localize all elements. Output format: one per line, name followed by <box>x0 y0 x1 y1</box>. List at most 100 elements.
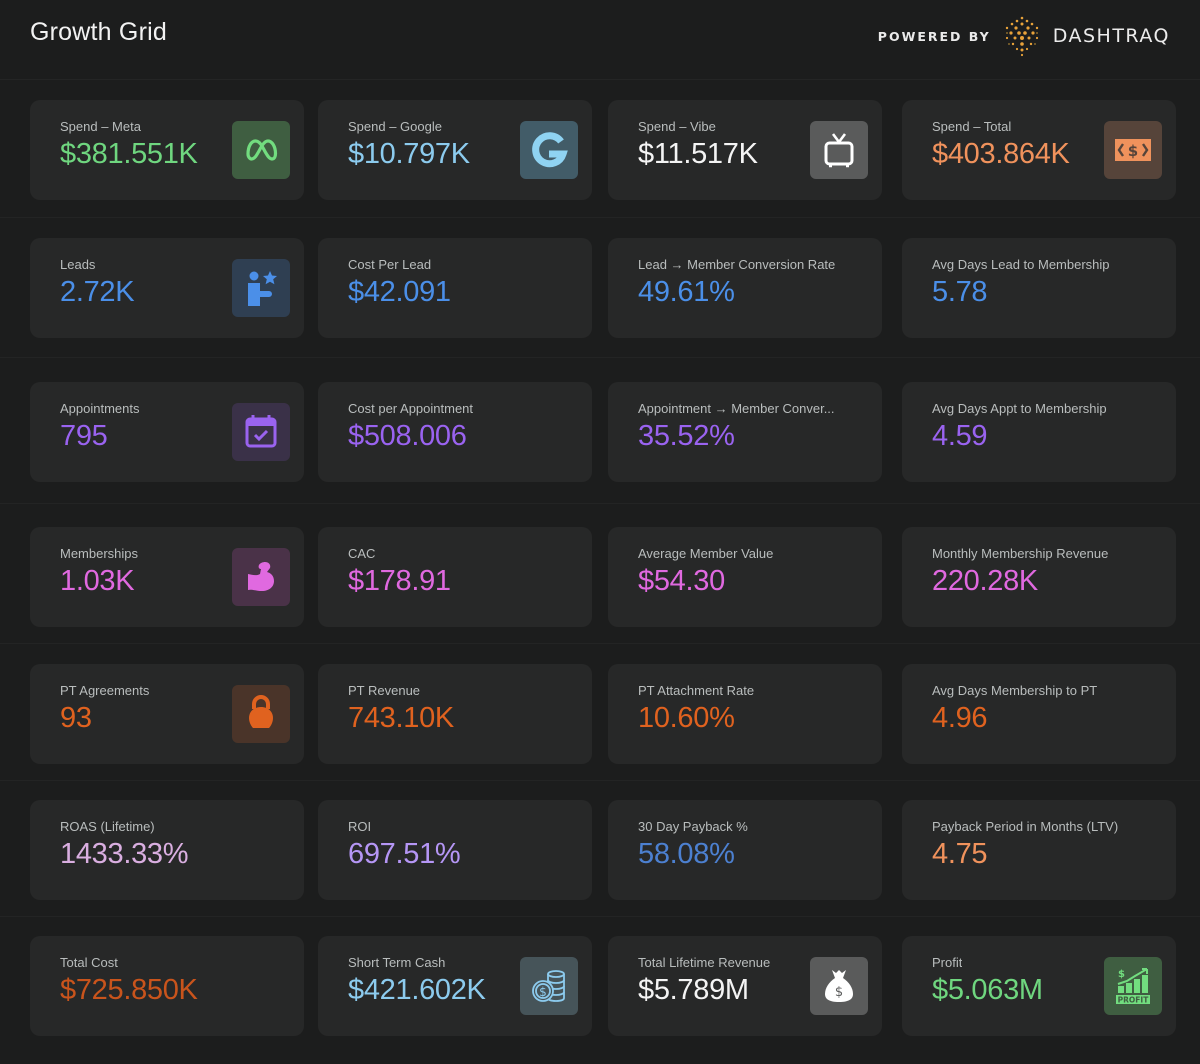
kpi-card[interactable]: Total Lifetime Revenue $5.789M $ <box>608 936 882 1036</box>
powered-by-banner: POWERED BY DASHTRAQ <box>878 14 1170 58</box>
kettlebell-icon <box>232 685 290 743</box>
kpi-label: Avg Days Appt to Membership <box>932 401 1107 416</box>
kpi-card[interactable]: Total Cost $725.850K <box>30 936 304 1036</box>
kpi-row <box>0 80 1200 218</box>
kpi-label: Average Member Value <box>638 546 774 561</box>
kpi-label: Spend – Google <box>348 119 442 134</box>
kpi-value: 4.59 <box>932 420 988 452</box>
page-title: Growth Grid <box>30 18 167 46</box>
kpi-value: 2.72K <box>60 276 135 308</box>
google-icon <box>520 121 578 179</box>
meta-icon <box>232 121 290 179</box>
kpi-value: 10.60% <box>638 702 735 734</box>
kpi-value: $54.30 <box>638 565 725 597</box>
svg-text:$: $ <box>835 985 843 1000</box>
kpi-card[interactable]: Cost Per Lead $42.091 <box>318 238 592 338</box>
kpi-label: Total Lifetime Revenue <box>638 955 771 970</box>
kpi-value: 49.61% <box>638 276 735 308</box>
kpi-label: ROAS (Lifetime) <box>60 819 155 834</box>
kpi-label: Short Term Cash <box>348 955 446 970</box>
kpi-card[interactable]: Leads 2.72K <box>30 238 304 338</box>
kpi-card[interactable]: ROI 697.51% <box>318 800 592 900</box>
kpi-label: PT Revenue <box>348 683 421 698</box>
kpi-value: 4.75 <box>932 838 988 870</box>
kpi-card[interactable]: Spend – Google $10.797K <box>318 100 592 200</box>
kpi-card[interactable]: Avg Days Appt to Membership 4.59 <box>902 382 1176 482</box>
kpi-label: Appointments <box>60 401 140 416</box>
kpi-card[interactable]: PT Revenue 743.10K <box>318 664 592 764</box>
dashtraq-brand-name: DASHTRAQ <box>1052 25 1170 47</box>
profit-chart-icon: $ PROFIT <box>1104 957 1162 1015</box>
kpi-card[interactable]: Appointment → Member Conver... 35.52% <box>608 382 882 482</box>
svg-text:$: $ <box>1118 969 1125 980</box>
kpi-label: Memberships <box>60 546 139 561</box>
kpi-card[interactable]: Monthly Membership Revenue 220.28K <box>902 527 1176 627</box>
flexed-bicep-icon <box>232 548 290 606</box>
tv-icon <box>810 121 868 179</box>
kpi-value: $725.850K <box>60 974 198 1006</box>
kpi-card[interactable]: Memberships 1.03K <box>30 527 304 627</box>
profit-icon-text: PROFIT <box>1118 996 1150 1005</box>
kpi-card[interactable]: Spend – Vibe $11.517K <box>608 100 882 200</box>
kpi-card[interactable]: Cost per Appointment $508.006 <box>318 382 592 482</box>
kpi-label: Payback Period in Months (LTV) <box>932 819 1119 834</box>
kpi-card[interactable]: Lead → Member Conversion Rate 49.61% <box>608 238 882 338</box>
kpi-value: 743.10K <box>348 702 454 734</box>
kpi-label: Avg Days Lead to Membership <box>932 257 1110 272</box>
money-bag-icon: $ <box>810 957 868 1015</box>
coin-stack-icon: $ <box>520 957 578 1015</box>
kpi-card[interactable]: Profit $5.063M $ PROFIT <box>902 936 1176 1036</box>
kpi-card[interactable]: Spend – Meta $381.551K <box>30 100 304 200</box>
kpi-row <box>0 781 1200 917</box>
kpi-value: $178.91 <box>348 565 451 597</box>
kpi-label: Avg Days Membership to PT <box>932 683 1098 698</box>
kpi-label: Lead → Member Conversion Rate <box>638 257 836 272</box>
calendar-check-icon <box>232 403 290 461</box>
kpi-label: Spend – Vibe <box>638 119 716 134</box>
kpi-card[interactable]: Average Member Value $54.30 <box>608 527 882 627</box>
svg-text:$: $ <box>539 985 547 999</box>
kpi-label: ROI <box>348 819 372 834</box>
kpi-value: 1433.33% <box>60 838 189 870</box>
kpi-value: $10.797K <box>348 138 470 170</box>
kpi-value: 35.52% <box>638 420 735 452</box>
kpi-value: $421.602K <box>348 974 486 1006</box>
kpi-value: 93 <box>60 702 92 734</box>
kpi-card[interactable]: 30 Day Payback % 58.08% <box>608 800 882 900</box>
dashtraq-logo-icon <box>1005 16 1038 57</box>
kpi-label: Total Cost <box>60 955 118 970</box>
kpi-card[interactable]: PT Agreements 93 <box>30 664 304 764</box>
kpi-card[interactable]: CAC $178.91 <box>318 527 592 627</box>
kpi-value: $5.789M <box>638 974 749 1006</box>
person-star-icon <box>232 259 290 317</box>
kpi-card[interactable]: ROAS (Lifetime) 1433.33% <box>30 800 304 900</box>
kpi-row <box>0 358 1200 504</box>
kpi-value: 220.28K <box>932 565 1038 597</box>
kpi-card[interactable]: Appointments 795 <box>30 382 304 482</box>
kpi-label: CAC <box>348 546 376 561</box>
kpi-label: Leads <box>60 257 96 272</box>
kpi-value: 5.78 <box>932 276 988 308</box>
kpi-label: Spend – Total <box>932 119 1012 134</box>
svg-text:$: $ <box>1128 142 1138 160</box>
kpi-value: $403.864K <box>932 138 1070 170</box>
kpi-label: Profit <box>932 955 963 970</box>
kpi-label: Appointment → Member Conver... <box>638 401 835 416</box>
kpi-value: $42.091 <box>348 276 451 308</box>
kpi-value: $11.517K <box>638 138 758 170</box>
kpi-value: 4.96 <box>932 702 988 734</box>
kpi-card[interactable]: Spend – Total $403.864K $ <box>902 100 1176 200</box>
kpi-row <box>0 218 1200 358</box>
kpi-card[interactable]: Payback Period in Months (LTV) 4.75 <box>902 800 1176 900</box>
kpi-card[interactable]: Avg Days Lead to Membership 5.78 <box>902 238 1176 338</box>
header: Growth Grid POWERED BY DASHTRAQ <box>0 0 1200 80</box>
kpi-card[interactable]: PT Attachment Rate 10.60% <box>608 664 882 764</box>
kpi-label: PT Attachment Rate <box>638 683 755 698</box>
kpi-value: $508.006 <box>348 420 467 452</box>
kpi-row <box>0 504 1200 644</box>
kpi-value: 1.03K <box>60 565 135 597</box>
kpi-card[interactable]: Avg Days Membership to PT 4.96 <box>902 664 1176 764</box>
kpi-card[interactable]: Short Term Cash $421.602K $ <box>318 936 592 1036</box>
kpi-label: Spend – Meta <box>60 119 141 134</box>
kpi-label: 30 Day Payback % <box>638 819 748 834</box>
